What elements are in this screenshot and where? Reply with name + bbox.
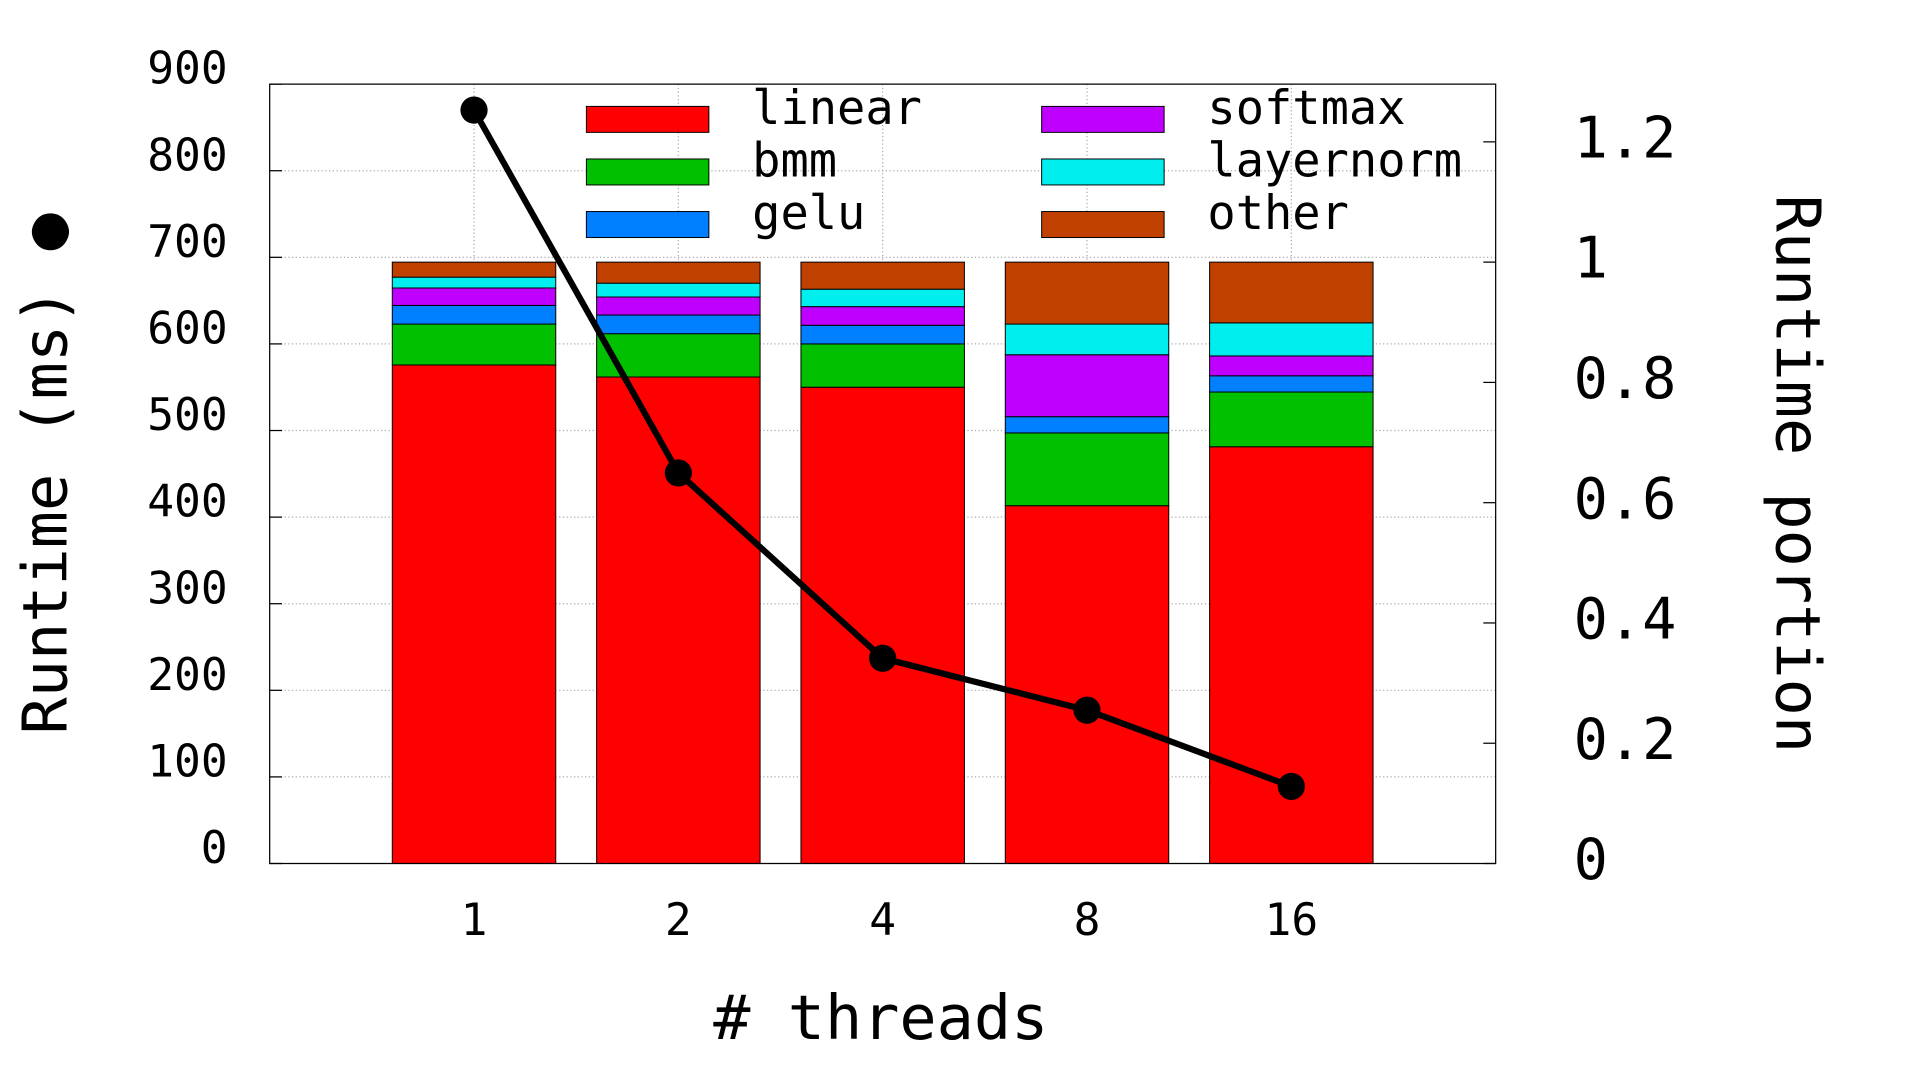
bar-segment — [800, 288, 965, 308]
x-tick-label: 16 — [1265, 894, 1319, 946]
bar-segment — [1209, 391, 1374, 448]
y2-tick-label: 0.6 — [1574, 466, 1677, 532]
bar-segment — [800, 386, 965, 864]
bar-segment — [1209, 375, 1374, 393]
legend-swatch — [585, 211, 710, 239]
bar-segment — [1004, 323, 1170, 356]
bar-segment — [1004, 261, 1170, 325]
legend-swatch — [585, 158, 710, 186]
bar-segment — [391, 287, 557, 306]
legend-swatch — [1041, 158, 1165, 186]
legend-label: bmm — [752, 133, 837, 188]
y2-tick-label: 0 — [1574, 827, 1608, 893]
y2-tick-label: 0.8 — [1574, 346, 1677, 412]
bar-segment — [1209, 355, 1374, 377]
y2-axis-label: Runtime portion — [1762, 195, 1834, 753]
y-tick-label: 900 — [147, 43, 227, 95]
bar-segment — [1004, 505, 1170, 864]
y-tick-label: 600 — [147, 303, 227, 355]
bar-segment — [391, 304, 557, 325]
y2-tick-label: 0.2 — [1574, 707, 1677, 773]
bar-segment — [800, 261, 965, 290]
x-tick-label: 1 — [461, 894, 488, 946]
runtime-point — [1277, 772, 1305, 801]
y-tick-label: 800 — [147, 129, 227, 181]
legend-label: softmax — [1207, 81, 1405, 136]
bar-segment — [596, 376, 761, 865]
y-axis-label: Runtime (ms) ● — [10, 212, 82, 734]
legend-swatch — [1041, 105, 1165, 133]
legend-label: other — [1207, 186, 1348, 241]
bar-segment — [1209, 446, 1374, 864]
y-tick-label: 700 — [147, 216, 227, 268]
bar-segment — [1209, 322, 1374, 357]
bar-segment — [800, 324, 965, 345]
y-tick-label: 500 — [147, 389, 227, 441]
plot-frame — [269, 83, 1497, 865]
x-axis-label: # threads — [713, 982, 1048, 1054]
bar-segment — [1004, 354, 1170, 418]
runtime-point — [664, 459, 692, 487]
y-tick-label: 0 — [201, 822, 228, 874]
y2-tick-label: 1 — [1574, 226, 1608, 292]
bar-segment — [596, 261, 761, 284]
bar-segment — [1209, 261, 1374, 324]
bar-segment — [391, 261, 557, 278]
runtime-point — [1073, 696, 1101, 724]
x-tick-label: 2 — [665, 894, 692, 946]
bar-segment — [596, 333, 761, 378]
runtime-point — [460, 96, 488, 124]
y2-tick-label: 0.4 — [1574, 587, 1677, 653]
legend-label: layernorm — [1207, 133, 1462, 188]
y-tick-label: 100 — [147, 736, 227, 788]
bar-segment — [391, 276, 557, 289]
bar-segment — [596, 296, 761, 316]
legend-label: linear — [752, 81, 922, 136]
bar-segment — [800, 343, 965, 388]
bar-segment — [596, 314, 761, 335]
bar-segment — [391, 364, 557, 864]
runtime-point — [869, 644, 897, 672]
y-tick-label: 400 — [147, 476, 227, 528]
legend-swatch — [585, 105, 710, 133]
bar-segment — [1004, 432, 1170, 507]
x-tick-label: 4 — [869, 894, 896, 946]
bar-segment — [596, 282, 761, 298]
y-tick-label: 200 — [147, 649, 227, 701]
bar-segment — [800, 306, 965, 326]
legend-swatch — [1041, 211, 1165, 239]
x-tick-label: 8 — [1074, 894, 1101, 946]
legend-label: gelu — [752, 186, 865, 241]
y2-tick-label: 1.2 — [1574, 105, 1677, 171]
bar-segment — [391, 323, 557, 366]
bar-segment — [1004, 416, 1170, 434]
y-tick-label: 300 — [147, 562, 227, 614]
